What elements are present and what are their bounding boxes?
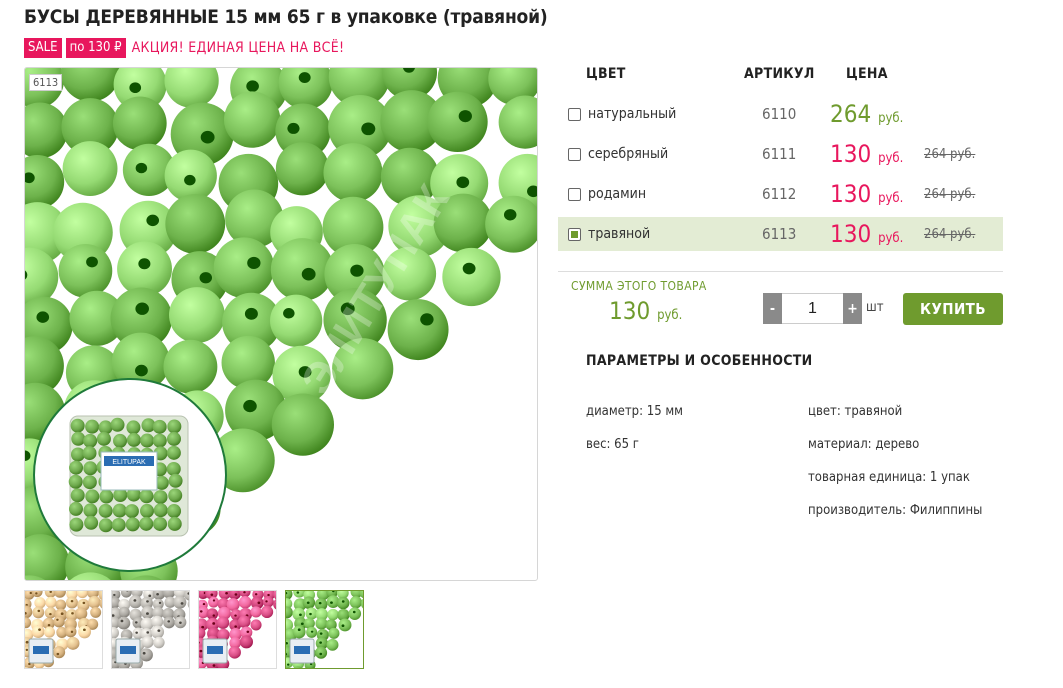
price-currency: руб. — [878, 151, 904, 166]
quantity-plus-button[interactable]: + — [843, 293, 862, 324]
buy-button[interactable]: КУПИТЬ — [903, 293, 1003, 325]
param-material: материал: дерево — [808, 437, 920, 452]
product-title: БУСЫ ДЕРЕВЯННЫЕ 15 мм 65 г в упаковке (т… — [24, 6, 548, 28]
price-value: 130 — [830, 220, 872, 248]
column-header-sku: АРТИКУЛ — [744, 66, 815, 82]
variant-checkbox[interactable] — [568, 227, 581, 241]
price-value: 264 — [830, 100, 872, 128]
variant-old-price: 264 руб. — [924, 146, 976, 162]
variant-row-grass[interactable]: травяной 6113 130 руб. 264 руб. — [558, 217, 1003, 251]
price-value: 130 — [830, 140, 872, 168]
variant-sku: 6113 — [762, 225, 797, 243]
price-currency: руб. — [878, 111, 904, 126]
param-weight: вес: 65 г — [586, 437, 639, 452]
param-diameter: диаметр: 15 мм — [586, 404, 684, 419]
thumbnail-natural[interactable] — [24, 590, 103, 669]
variant-sku: 6111 — [762, 145, 797, 163]
thumbnail-silver[interactable] — [111, 590, 190, 669]
thumbnail-image — [25, 591, 102, 668]
promo-text[interactable]: АКЦИЯ! ЕДИНАЯ ЦЕНА НА ВСЁ! — [131, 40, 345, 56]
image-code-badge: 6113 — [29, 74, 63, 91]
param-color: цвет: травяной — [808, 404, 903, 419]
variant-name: родамин — [588, 186, 647, 202]
variant-checkbox[interactable] — [568, 107, 581, 121]
variant-price: 130 руб. — [830, 180, 903, 208]
params-title: ПАРАМЕТРЫ И ОСОБЕННОСТИ — [586, 353, 813, 369]
variant-name: серебряный — [588, 146, 669, 162]
price-value: 130 — [830, 180, 872, 208]
thumbnail-rhodamine[interactable] — [198, 590, 277, 669]
price-badge: по 130 ₽ — [65, 38, 126, 58]
quantity-unit: шт — [866, 300, 884, 315]
thumbnail-grass[interactable] — [285, 590, 364, 669]
variant-checkbox[interactable] — [568, 147, 581, 161]
param-manufacturer: производитель: Филиппины — [808, 503, 983, 518]
variant-sku: 6112 — [762, 185, 797, 203]
variant-price: 264 руб. — [830, 100, 903, 128]
column-header-price: ЦЕНА — [846, 66, 888, 82]
sum-amount: 130 — [609, 297, 651, 325]
thumbnail-image — [112, 591, 189, 668]
package-label: ELITUPAK — [112, 459, 146, 466]
price-currency: руб. — [878, 231, 904, 246]
column-header-color: ЦВЕТ — [586, 66, 626, 82]
sum-value: 130 руб. — [609, 297, 682, 325]
section-divider — [558, 271, 1003, 272]
variant-old-price: 264 руб. — [924, 226, 976, 242]
price-currency: руб. — [878, 191, 904, 206]
thumbnail-image — [199, 591, 276, 668]
variant-old-price: 264 руб. — [924, 186, 976, 202]
quantity-stepper: - + — [763, 293, 862, 324]
variant-row-silver[interactable]: серебряный 6111 130 руб. 264 руб. — [558, 137, 1003, 171]
sum-label: СУММА ЭТОГО ТОВАРА — [571, 279, 707, 293]
promo-bar: SALE по 130 ₽ АКЦИЯ! ЕДИНАЯ ЦЕНА НА ВСЁ! — [24, 38, 344, 58]
param-unit: товарная единица: 1 упак — [808, 470, 970, 485]
thumbnail-image — [286, 591, 363, 668]
thumbnail-strip — [24, 590, 364, 669]
variant-name: натуральный — [588, 106, 677, 122]
variant-price: 130 руб. — [830, 140, 903, 168]
sale-badge: SALE — [24, 38, 62, 58]
variant-price: 130 руб. — [830, 220, 903, 248]
variant-sku: 6110 — [762, 105, 797, 123]
quantity-minus-button[interactable]: - — [763, 293, 782, 324]
sum-currency: руб. — [657, 308, 683, 323]
quantity-input[interactable] — [782, 293, 843, 324]
variant-name: травяной — [588, 226, 651, 242]
variant-checkbox[interactable] — [568, 187, 581, 201]
main-product-image[interactable]: 6113 ELITUPAK ЭЛИТУПАК — [24, 67, 538, 581]
variant-row-natural[interactable]: натуральный 6110 264 руб. — [558, 97, 1003, 131]
variant-row-rhodamine[interactable]: родамин 6112 130 руб. 264 руб. — [558, 177, 1003, 211]
